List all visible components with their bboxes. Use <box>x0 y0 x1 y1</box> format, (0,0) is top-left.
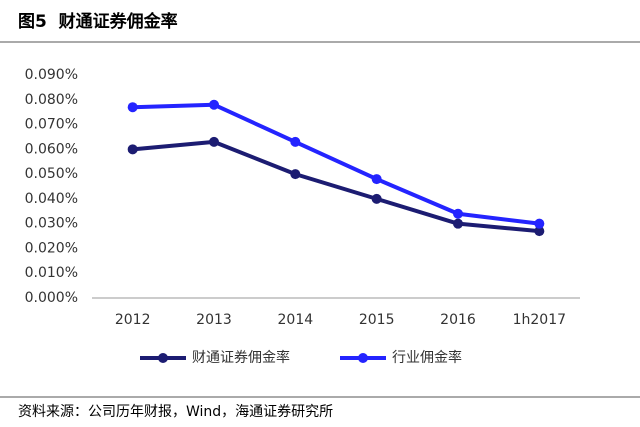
y-tick-label: 0.030% <box>25 216 78 232</box>
chart-title: 图5 财通证券佣金率 <box>18 11 178 32</box>
y-tick-label: 0.010% <box>25 265 78 281</box>
legend-marker <box>358 353 368 363</box>
x-tick-label: 2016 <box>440 312 476 328</box>
y-tick-label: 0.070% <box>25 117 78 133</box>
legend-marker <box>158 353 168 363</box>
point-marker <box>290 136 301 147</box>
y-tick-label: 0.050% <box>25 166 78 182</box>
y-tick-label: 0.000% <box>25 290 78 306</box>
point-marker <box>534 218 545 229</box>
point-marker <box>209 99 219 110</box>
point-marker <box>371 193 382 204</box>
x-tick-label: 2013 <box>196 312 232 328</box>
point-marker <box>127 144 138 155</box>
y-tick-label: 0.040% <box>25 191 78 207</box>
y-tick-label: 0.020% <box>25 240 78 256</box>
point-marker <box>453 218 463 229</box>
point-marker <box>290 169 301 180</box>
x-tick-label: 2012 <box>115 312 151 328</box>
point-marker <box>453 208 463 219</box>
source-note: 资料来源：公司历年财报，Wind，海通证券研究所 <box>18 404 333 420</box>
point-marker <box>209 136 219 147</box>
y-tick-label: 0.090% <box>25 67 78 83</box>
x-tick-label: 1h2017 <box>513 312 566 328</box>
point-marker <box>127 102 138 113</box>
x-tick-label: 2014 <box>278 312 314 328</box>
y-tick-label: 0.060% <box>25 141 78 157</box>
point-marker <box>534 226 545 237</box>
legend-label: 财通证券佣金率 <box>192 349 290 366</box>
x-tick-label: 2015 <box>359 312 395 328</box>
legend-label: 行业佣金率 <box>392 349 462 366</box>
point-marker <box>371 174 382 185</box>
y-tick-label: 0.080% <box>25 92 78 108</box>
series-line <box>132 102 540 226</box>
series-line <box>132 139 540 234</box>
